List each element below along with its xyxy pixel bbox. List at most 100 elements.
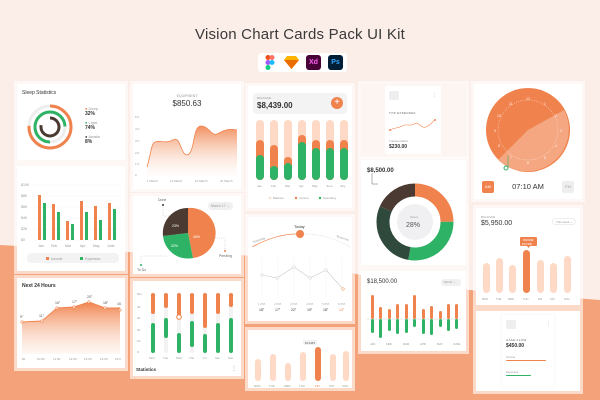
income-expenses-chart: $10K $8K $6K $4K $2K $0 Jan Feb Mar Apr May June I… <box>21 183 121 263</box>
svg-text:22°: 22° <box>291 308 297 312</box>
svg-text:Yesterday: Yesterday <box>252 236 266 244</box>
svg-text:Wed: Wed <box>176 356 182 360</box>
svg-text:30: 30 <box>137 316 141 320</box>
svg-text:5 K: 5 K <box>135 115 140 119</box>
svg-text:17°: 17° <box>72 300 78 304</box>
svg-text:14:00: 14:00 <box>100 357 108 361</box>
cash-flow-card: ⋮ CASH FLOW $450.00 Income Expenses <box>476 311 580 391</box>
svg-text:18°: 18° <box>259 308 265 312</box>
cashflow-inner-card: ⋮ CASH FLOW $450.00 Income Expenses <box>502 315 554 387</box>
svg-text:1 PM: 1 PM <box>258 302 266 306</box>
svg-text:1 K: 1 K <box>135 162 140 166</box>
more-options-icon[interactable]: ⋮ <box>432 92 437 98</box>
expense-inner-card: ⋮ TOP EXPENSES Transportation $230.00 <box>385 86 441 154</box>
svg-text:Tomorrow: Tomorrow <box>336 234 351 242</box>
svg-text:2 K: 2 K <box>135 151 140 155</box>
svg-text:21 March: 21 March <box>195 179 208 183</box>
svg-text:19°: 19° <box>307 308 313 312</box>
svg-text::00: :00 <box>21 357 26 361</box>
sleep-legend: ● Deep 32% ● Light 74% ● Awake 8% <box>85 106 101 145</box>
pm-toggle[interactable]: PM <box>562 181 574 193</box>
svg-text:Pending: Pending <box>219 254 232 258</box>
svg-text:Fri: Fri <box>203 356 207 360</box>
svg-text:14°: 14° <box>339 308 345 312</box>
svg-text:Feb: Feb <box>51 244 57 248</box>
equipment-card: EQUIPMENT $850.63 5 K 4 K 3 K 2 K 1 K 0 1 Mar… <box>133 84 241 189</box>
more-options-icon[interactable]: ⋮ <box>231 366 237 372</box>
page-title: Vision Chart Cards Pack UI Kit <box>195 26 405 43</box>
svg-text:FRI: FRI <box>315 384 320 388</box>
am-toggle[interactable]: AM <box>482 181 494 193</box>
svg-text:Jan: Jan <box>257 184 262 188</box>
svg-text:4: 4 <box>555 144 557 148</box>
income-progress-bar <box>506 360 546 362</box>
svg-text:Thu: Thu <box>189 356 195 360</box>
svg-text:0: 0 <box>135 173 137 177</box>
svg-text:16: 16 <box>117 302 121 306</box>
svg-text:JUNE: JUNE <box>453 342 460 346</box>
svg-text:Today: Today <box>294 224 305 229</box>
task-pie-chart: 45% 32% 23% Done Pending To Do <box>137 198 232 272</box>
svg-text:45%: 45% <box>193 235 200 239</box>
svg-text:11 March: 11 March <box>170 179 183 183</box>
svg-text:2: 2 <box>555 114 557 118</box>
svg-text:Feb: Feb <box>271 184 277 188</box>
svg-text:11°: 11° <box>39 314 45 318</box>
svg-text:SUN: SUN <box>342 384 348 388</box>
time-picker-card: 12 1 2 3 4 5 6 7 8 9 10 11 AM 07:10 AM PM <box>474 84 582 199</box>
svg-text:31 March: 31 March <box>220 179 233 183</box>
tool-icons: Xd Ps <box>258 53 347 72</box>
svg-text:10:00: 10:00 <box>37 357 45 361</box>
svg-text:TUE: TUE <box>496 297 501 301</box>
card-icon <box>389 91 399 100</box>
svg-text:15:0: 15:0 <box>115 357 121 361</box>
svg-text:JAN: JAN <box>370 342 375 346</box>
more-options-icon[interactable]: ⋮ <box>546 321 551 327</box>
date-dropdown[interactable]: March 17 ⌄ <box>208 202 233 210</box>
svg-text:$13.93K: $13.93K <box>522 242 533 246</box>
income-expenses-card: $10K $8K $6K $4K $2K $0 Jan Feb Mar Apr May June I… <box>17 166 125 271</box>
svg-text:SAT: SAT <box>329 384 335 388</box>
svg-text:MAY: MAY <box>437 342 443 346</box>
svg-text:0: 0 <box>137 350 139 354</box>
svg-text:Income: Income <box>51 257 63 261</box>
svg-text:MON: MON <box>254 384 261 388</box>
svg-text:$6K: $6K <box>21 205 28 209</box>
svg-text:SUN: SUN <box>564 297 570 301</box>
monthly-flow-card: $18,500.00 Month ⌄ JAN FEB MAR APR MAY JUNE <box>361 271 466 351</box>
svg-text:12: 12 <box>526 97 530 101</box>
svg-text:7: 7 <box>510 156 512 160</box>
svg-text:May: May <box>93 244 100 248</box>
sleep-statistics-card: Sleep Statistics ● Deep 32% ● Light 74% … <box>17 84 125 160</box>
xd-icon: Xd <box>306 55 321 70</box>
svg-text:16°: 16° <box>55 301 61 305</box>
week-dropdown[interactable]: This week ⌄ <box>552 218 576 225</box>
svg-text:Spending: Spending <box>323 196 336 200</box>
svg-text:THU: THU <box>299 384 305 388</box>
svg-text:Mar: Mar <box>285 184 290 188</box>
svg-text:11:00: 11:00 <box>53 357 61 361</box>
svg-text:Jan: Jan <box>38 244 44 248</box>
svg-text:2 PM: 2 PM <box>274 302 282 306</box>
weekly-bar-chart: $13483 MON TUE WED THU FRI SAT SUN <box>254 340 349 388</box>
top-expenses-card: ⋮ TOP EXPENSES Transportation $230.00 <box>361 84 466 156</box>
sleep-rings-chart <box>27 104 73 150</box>
add-button[interactable]: + <box>331 97 343 109</box>
svg-text:3 PM: 3 PM <box>290 302 298 306</box>
svg-text:9°: 9° <box>20 315 24 319</box>
card-title: Statistics <box>136 367 157 372</box>
period-dropdown[interactable]: Month ⌄ <box>441 279 461 286</box>
balance-value: $5,950.00 <box>481 220 513 227</box>
svg-text:9: 9 <box>494 129 496 133</box>
svg-text:May: May <box>312 184 318 188</box>
svg-text:Done: Done <box>158 198 166 202</box>
svg-text:June: June <box>326 184 333 188</box>
expense-sparkline <box>389 119 436 131</box>
svg-text:APR: APR <box>420 342 426 346</box>
svg-text:1: 1 <box>544 102 546 106</box>
svg-text:12:00: 12:00 <box>69 357 77 361</box>
svg-text:18°: 18° <box>103 301 109 305</box>
svg-text:6: 6 <box>527 161 529 165</box>
balance-header: BALANCE $8,439.00 + <box>253 93 347 114</box>
svg-text:FRI: FRI <box>538 297 542 301</box>
